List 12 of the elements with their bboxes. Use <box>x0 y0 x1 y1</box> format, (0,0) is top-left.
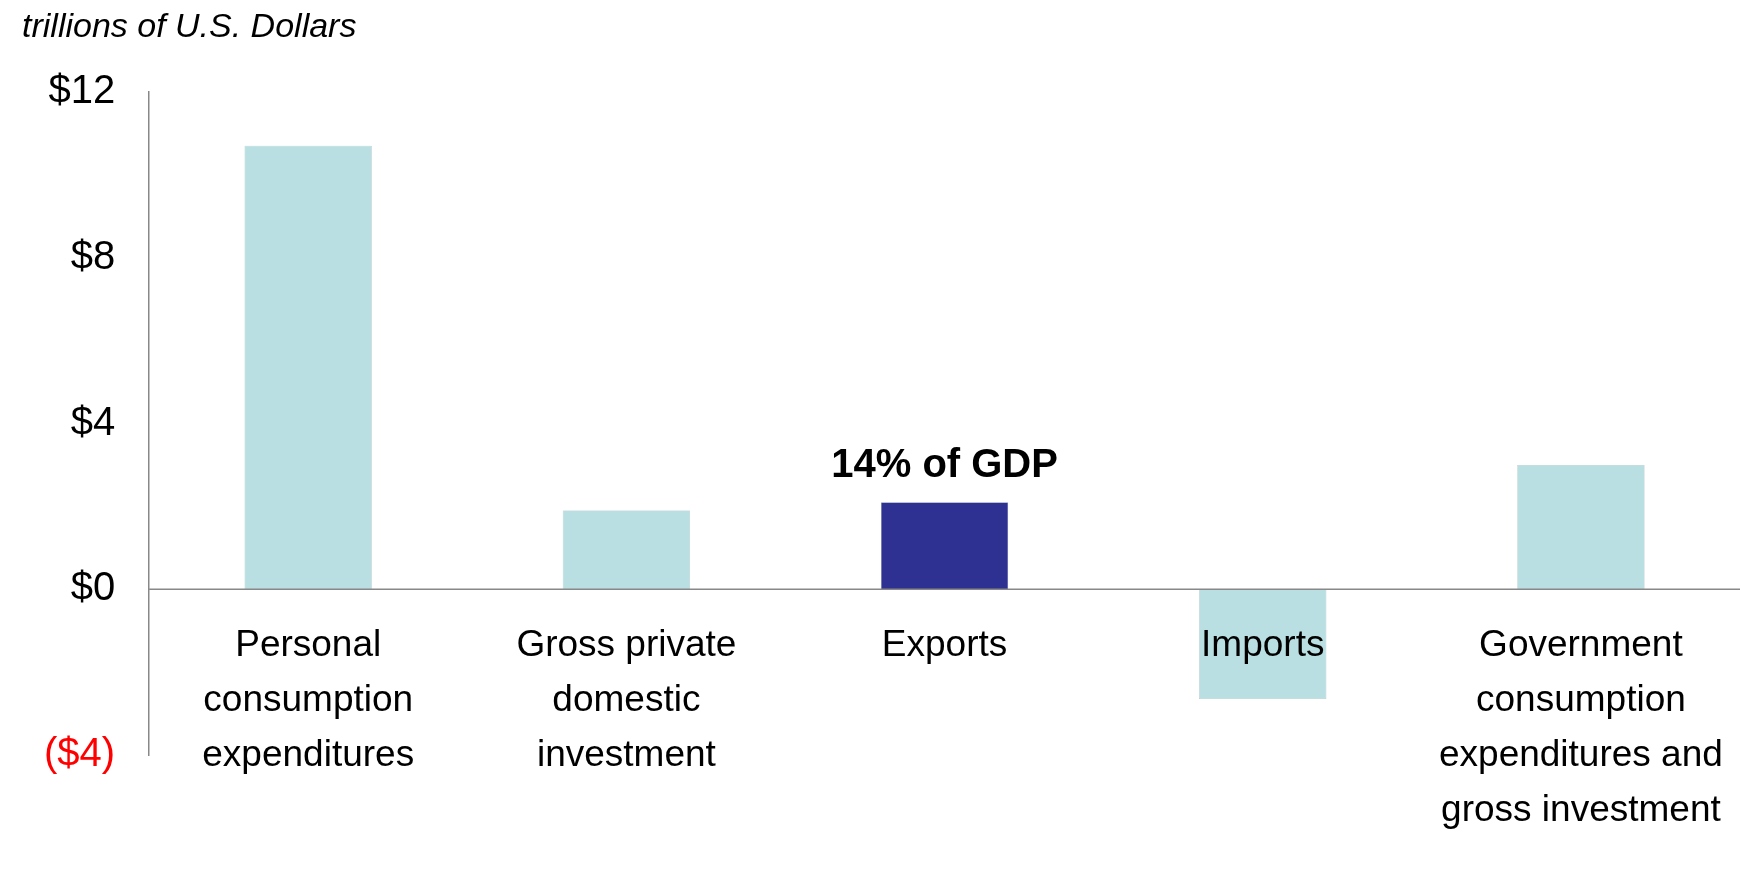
y-tick-label: $0 <box>70 564 116 609</box>
y-tick-label: $4 <box>70 398 116 443</box>
x-tick-label: Personal consumption expenditures <box>202 623 415 775</box>
y-tick-label: $8 <box>70 232 116 277</box>
y-tick-label: ($4) <box>43 730 116 775</box>
x-tick-label: Imports <box>1201 623 1325 665</box>
y-tick-label: $12 <box>48 67 116 112</box>
y-axis-title: trillions of U.S. Dollars <box>22 6 357 45</box>
annotation: 14% of GDP <box>831 441 1058 486</box>
x-tick-label: Gross private domestic investment <box>516 623 737 775</box>
x-tick-label: Exports <box>881 623 1008 665</box>
x-tick-label: Government consumption expenditures and gross investment <box>1438 623 1723 830</box>
